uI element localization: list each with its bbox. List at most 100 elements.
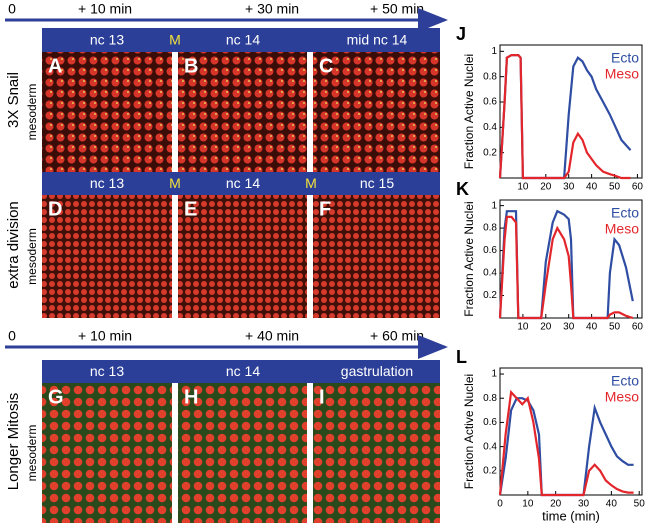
panel-letter: F: [319, 198, 331, 220]
y-axis-label: Fraction Active Nuclei: [462, 54, 476, 169]
header-label: nc 14: [226, 363, 260, 379]
panel-letter: L: [456, 347, 467, 367]
micrograph: [42, 195, 172, 318]
x-tick-label: 0: [497, 499, 503, 510]
y-axis-label: Fraction Active Nuclei: [462, 201, 476, 316]
x-tick-label: 10: [517, 322, 529, 333]
header-label: nc 14: [226, 175, 260, 191]
y-tick-label: 0.8: [483, 223, 497, 234]
y-axis-label: Fraction Active Nuclei: [462, 374, 476, 489]
y-tick-label: 0.8: [483, 71, 497, 82]
micrograph: [313, 195, 440, 318]
micrograph: [178, 383, 307, 523]
row-label: 3X Snail: [5, 72, 22, 128]
x-tick-label: 40: [606, 499, 618, 510]
panel-letter: J: [456, 24, 466, 44]
header-label: M: [169, 32, 181, 48]
y-tick-label: 0.4: [483, 441, 497, 452]
micrograph: [178, 195, 307, 318]
micrograph: [313, 383, 440, 523]
y-tick-label: 0.2: [483, 465, 497, 476]
x-tick-label: 20: [540, 182, 552, 193]
header-bar: [42, 28, 440, 52]
x-tick-label: 60: [632, 182, 644, 193]
x-tick-label: 60: [632, 322, 644, 333]
x-tick-label: 30: [563, 322, 575, 333]
header-bar: [42, 172, 440, 195]
panel-letter: G: [48, 386, 64, 408]
plot-frame: [499, 199, 643, 319]
header-label: gastrulation: [341, 363, 413, 379]
timeline-label: + 10 min: [78, 328, 132, 344]
header-label: M: [169, 175, 181, 191]
timeline-label: 0: [8, 328, 16, 344]
y-tick-label: 0.6: [483, 245, 497, 256]
header-bar: [42, 360, 440, 383]
y-tick-label: 0.4: [483, 122, 497, 133]
x-tick-label: 20: [540, 322, 552, 333]
x-tick-label: 50: [634, 499, 646, 510]
data-line: [498, 397, 634, 497]
header-label: nc 13: [90, 175, 124, 191]
y-tick-label: 1: [491, 46, 497, 57]
panel-letter: I: [319, 386, 325, 408]
micrograph: [313, 52, 440, 172]
legend-label: Ecto: [611, 50, 639, 66]
x-tick-label: 10: [522, 499, 534, 510]
y-tick-label: 0.8: [483, 393, 497, 404]
panel-letter: C: [319, 55, 333, 77]
row-sublabel: mesoderm: [25, 425, 39, 482]
data-line: [498, 209, 634, 320]
legend-label: Ecto: [611, 205, 639, 221]
header-label: nc 15: [360, 175, 394, 191]
legend-label: Ecto: [611, 373, 639, 389]
y-tick-label: 0.6: [483, 417, 497, 428]
panel-letter: E: [184, 198, 197, 220]
x-tick-label: 50: [609, 322, 621, 333]
legend-label: Meso: [605, 66, 639, 82]
timeline-label: + 60 min: [370, 328, 424, 344]
timeline-label: + 40 min: [245, 328, 299, 344]
panel-letter: A: [48, 55, 62, 77]
header-label: M: [305, 175, 317, 191]
y-tick-label: 1: [491, 369, 497, 380]
timeline-label: 0: [8, 1, 16, 17]
panel-letter: B: [184, 55, 198, 77]
header-label: nc 13: [90, 363, 124, 379]
header-label: nc 14: [226, 32, 260, 48]
row-sublabel: mesoderm: [25, 228, 39, 285]
y-tick-label: 0.4: [483, 268, 497, 279]
x-tick-label: 40: [586, 182, 598, 193]
data-line: [498, 54, 631, 180]
micrograph: [42, 52, 172, 172]
x-tick-label: 20: [550, 499, 562, 510]
y-tick-label: 0.2: [483, 147, 497, 158]
panel-letter: K: [456, 179, 469, 199]
y-tick-label: 1: [491, 200, 497, 211]
micrograph: [178, 52, 307, 172]
header-label: nc 13: [90, 32, 124, 48]
x-tick-label: 30: [578, 499, 590, 510]
plot-frame: [499, 44, 643, 179]
x-tick-label: 10: [517, 182, 529, 193]
row-label: Longer Mitosis: [5, 393, 22, 491]
x-tick-label: 30: [563, 182, 575, 193]
header-label: mid nc 14: [347, 32, 408, 48]
y-tick-label: 0.6: [483, 97, 497, 108]
timeline-label: + 30 min: [245, 1, 299, 17]
timeline-label: + 50 min: [370, 1, 424, 17]
panel-letter: D: [48, 198, 62, 220]
timeline-label: + 10 min: [78, 1, 132, 17]
data-line: [498, 389, 634, 497]
x-tick-label: 40: [586, 322, 598, 333]
legend-label: Meso: [605, 389, 639, 405]
micrograph: [42, 383, 172, 523]
x-tick-label: 50: [609, 182, 621, 193]
row-label: extra division: [5, 201, 22, 289]
panel-letter: H: [184, 386, 198, 408]
row-sublabel: mesoderm: [25, 84, 39, 141]
legend-label: Meso: [605, 221, 639, 237]
y-tick-label: 0.2: [483, 290, 497, 301]
data-line: [498, 215, 634, 320]
